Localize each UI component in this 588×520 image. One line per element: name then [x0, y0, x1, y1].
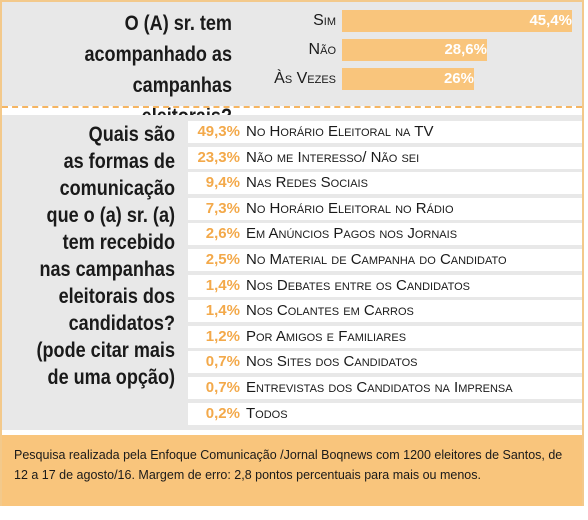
list-item-label: Não me Interesso/ Não sei: [246, 148, 420, 166]
bar-value-label: 45,4%: [529, 10, 575, 32]
list-item: 7,3% No Horário Eleitoral no Rádio: [188, 197, 582, 220]
bar-value-label: 28,6%: [444, 39, 490, 61]
list-item-value: 2,6%: [205, 225, 240, 243]
list-item-value: 23,3%: [197, 148, 240, 166]
question-line: O (A) sr. tem: [124, 12, 232, 35]
question-line: que o (a) sr. (a): [46, 204, 175, 227]
bar: [342, 10, 572, 32]
list-item-value: 7,3%: [205, 199, 240, 217]
list-item-label: Por Amigos e Familiares: [246, 327, 407, 345]
bar-category-label: Não: [308, 41, 336, 58]
list-item-label: No Material de Campanha do Candidato: [246, 251, 507, 268]
list-item: 0,2% Todos: [188, 402, 582, 425]
question-line: comunicação: [59, 177, 175, 200]
list-item: 9,4% Nas Redes Sociais: [188, 172, 582, 195]
bar-category-label: Às Vezes: [274, 70, 336, 87]
list-item-value: 0,7%: [205, 353, 240, 371]
list-item-label: Nas Redes Sociais: [246, 174, 368, 192]
question-two-text: Quais são as formas de comunicação que o (a…: [33, 121, 175, 391]
bar: [342, 68, 474, 90]
bar: [342, 39, 487, 61]
question-line: Quais são: [88, 123, 175, 146]
list-item-label: Nos Debates entre os Candidatos: [246, 276, 470, 294]
list-item: 0,7% Entrevistas dos Candidatos na Impren…: [188, 377, 582, 399]
list-item: 1,4% Nos Debates entre os Candidatos: [188, 274, 582, 297]
question-line: de uma opção): [47, 366, 175, 389]
section-divider: [2, 106, 582, 108]
list-item-value: 49,3%: [197, 123, 240, 140]
list-item-value: 2,5%: [205, 251, 240, 268]
question-line: tem recebido: [62, 231, 176, 254]
list-item: 1,4% Nos Colantes em Carros: [188, 300, 582, 323]
list-item-label: No Horário Eleitoral no Rádio: [246, 199, 454, 217]
footnote-panel: [2, 435, 582, 506]
question-line: nas campanhas: [39, 258, 175, 281]
bar-value-label: 26%: [444, 68, 477, 90]
list-item-label: Em Anúncios Pagos nos Jornais: [246, 225, 458, 243]
list-item-label: Nos Colantes em Carros: [246, 302, 414, 320]
list-item: 2,6% Em Anúncios Pagos nos Jornais: [188, 223, 582, 246]
list-item: 0,7% Nos Sites dos Candidatos: [188, 351, 582, 374]
question-line: acompanhado as: [84, 43, 232, 66]
list-item-value: 0,7%: [205, 379, 240, 396]
question-line: (pode citar mais: [36, 339, 176, 362]
list-item: 23,3% Não me Interesso/ Não sei: [188, 146, 582, 169]
list-item: 2,5% No Material de Campanha do Candidato: [188, 249, 582, 271]
bar-category-label: Sim: [313, 12, 336, 29]
list-item-label: Entrevistas dos Candidatos na Imprensa: [246, 379, 513, 396]
list-item-value: 1,4%: [205, 276, 240, 294]
list-item-label: Todos: [246, 404, 288, 422]
list-item-value: 1,2%: [205, 327, 240, 345]
question-line: candidatos?: [68, 312, 175, 335]
question-line: as formas de: [63, 150, 175, 173]
list-item: 49,3% No Horário Eleitoral na TV: [188, 121, 582, 143]
footnote-text: Pesquisa realizada pela Enfoque Comunica…: [14, 448, 563, 482]
list-item-label: Nos Sites dos Candidatos: [246, 353, 418, 371]
list-item: 1,2% Por Amigos e Familiares: [188, 325, 582, 348]
list-item-value: 9,4%: [205, 174, 240, 192]
list-item-value: 0,2%: [205, 404, 240, 422]
question-line: eleitorais dos: [58, 285, 175, 308]
list-item-label: No Horário Eleitoral na TV: [246, 123, 434, 140]
list-item-value: 1,4%: [205, 302, 240, 320]
